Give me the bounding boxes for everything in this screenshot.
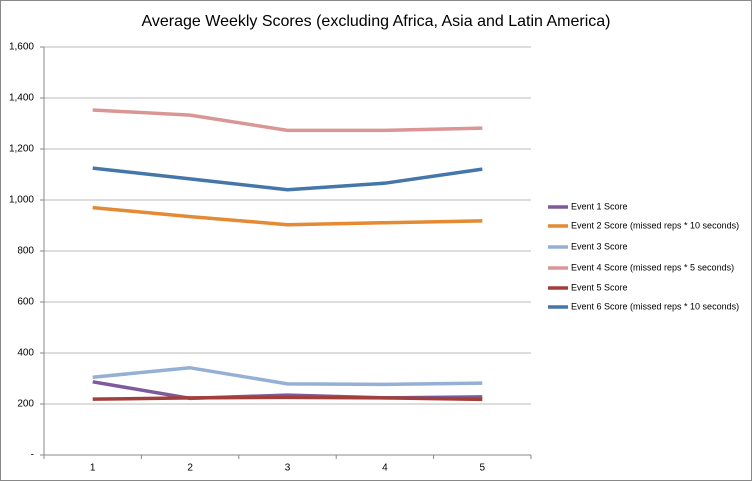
series-line xyxy=(92,166,483,192)
y-tick-label: 400 xyxy=(17,348,34,359)
chart-title: Average Weekly Scores (excluding Africa,… xyxy=(142,13,611,30)
series-line xyxy=(92,395,483,402)
legend-label: Event 4 Score (missed reps * 5 seconds) xyxy=(571,262,734,272)
legend-label: Event 3 Score xyxy=(571,241,628,251)
x-tick-label: 4 xyxy=(382,463,388,474)
y-tick-label: - xyxy=(31,450,34,461)
x-tick-label: 5 xyxy=(480,463,486,474)
y-tick-label: 800 xyxy=(17,246,34,257)
y-tick-label: 1,000 xyxy=(9,195,34,206)
series-line xyxy=(92,366,483,387)
y-tick-label: 600 xyxy=(17,297,34,308)
series-line xyxy=(92,205,483,227)
series-line xyxy=(92,108,483,133)
x-tick-label: 1 xyxy=(90,463,96,474)
y-tick-label: 200 xyxy=(17,399,34,410)
legend-label: Event 6 Score (missed reps * 10 seconds) xyxy=(571,301,739,311)
y-tick-label: 1,600 xyxy=(9,42,34,53)
y-tick-label: 1,200 xyxy=(9,144,34,155)
x-tick-label: 2 xyxy=(187,463,193,474)
legend-label: Event 5 Score xyxy=(571,282,628,292)
y-tick-label: 1,400 xyxy=(9,93,34,104)
legend-label: Event 2 Score (missed reps * 10 seconds) xyxy=(571,220,739,230)
x-tick-label: 3 xyxy=(285,463,291,474)
legend-label: Event 1 Score xyxy=(571,201,628,211)
